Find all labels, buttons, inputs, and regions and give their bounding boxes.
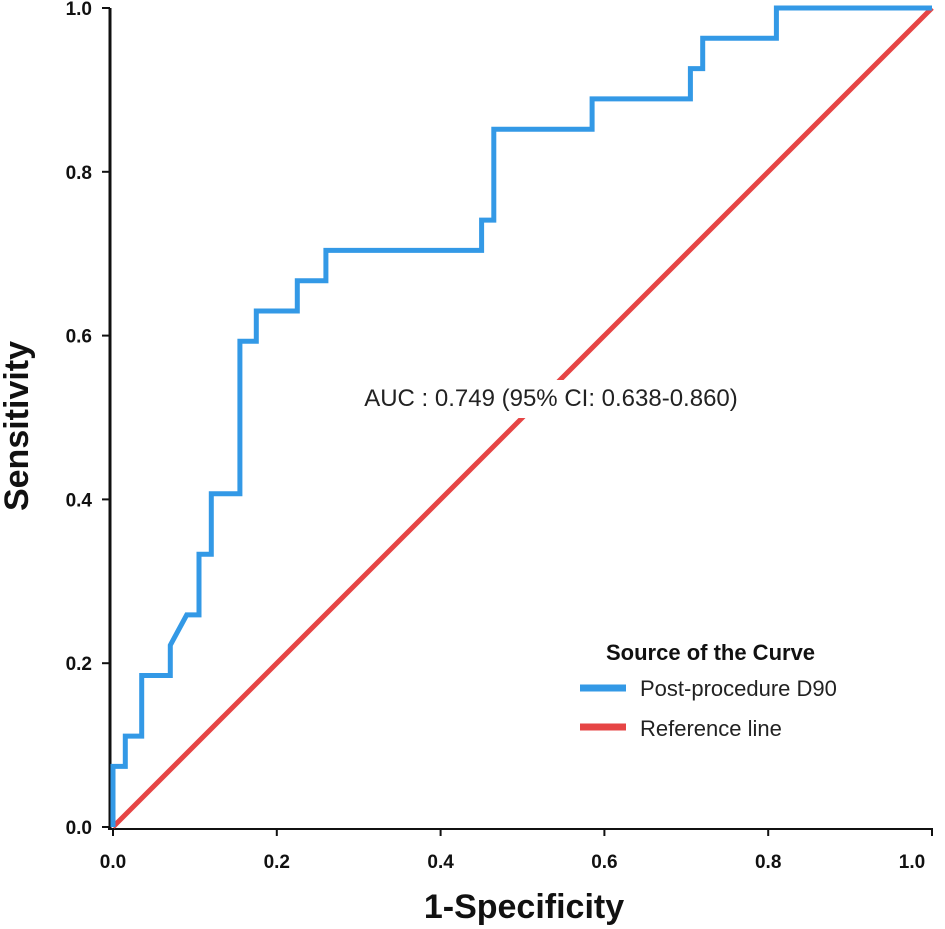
y-axis-title: Sensitivity <box>0 341 36 511</box>
legend-label-post-procedure-d90: Post-procedure D90 <box>640 676 837 701</box>
legend-title: Source of the Curve <box>606 640 815 665</box>
x-tick-label: 0.0 <box>100 852 126 873</box>
y-tick-label: 1.0 <box>66 0 92 20</box>
x-tick-label: 0.8 <box>755 852 781 873</box>
y-tick-label: 0.2 <box>66 654 92 675</box>
annotation-background <box>332 380 772 418</box>
x-axis-title: 1-Specificity <box>424 888 624 926</box>
x-tick-label: 1.0 <box>899 852 925 873</box>
x-tick-label: 0.2 <box>264 852 290 873</box>
x-tick-label: 0.4 <box>427 852 454 873</box>
y-tick-label: 0.8 <box>66 163 92 184</box>
roc-curve-post-procedure-d90 <box>110 5 932 827</box>
auc-annotation: AUC : 0.749 (95% CI: 0.638-0.860) <box>364 385 738 412</box>
y-tick-label: 0.6 <box>66 327 92 348</box>
x-tick-label: 0.6 <box>591 852 617 873</box>
y-tick-label: 0.4 <box>66 490 93 511</box>
legend: Source of the Curve Post-procedure D90 R… <box>580 640 837 741</box>
y-tick-label: 0.0 <box>66 818 92 839</box>
axis-ticks: 0.0 0.2 0.4 0.6 0.8 1.0 0.0 0.2 0.4 0.6 0.8 1.0 <box>66 0 933 873</box>
legend-label-reference-line: Reference line <box>640 716 782 741</box>
